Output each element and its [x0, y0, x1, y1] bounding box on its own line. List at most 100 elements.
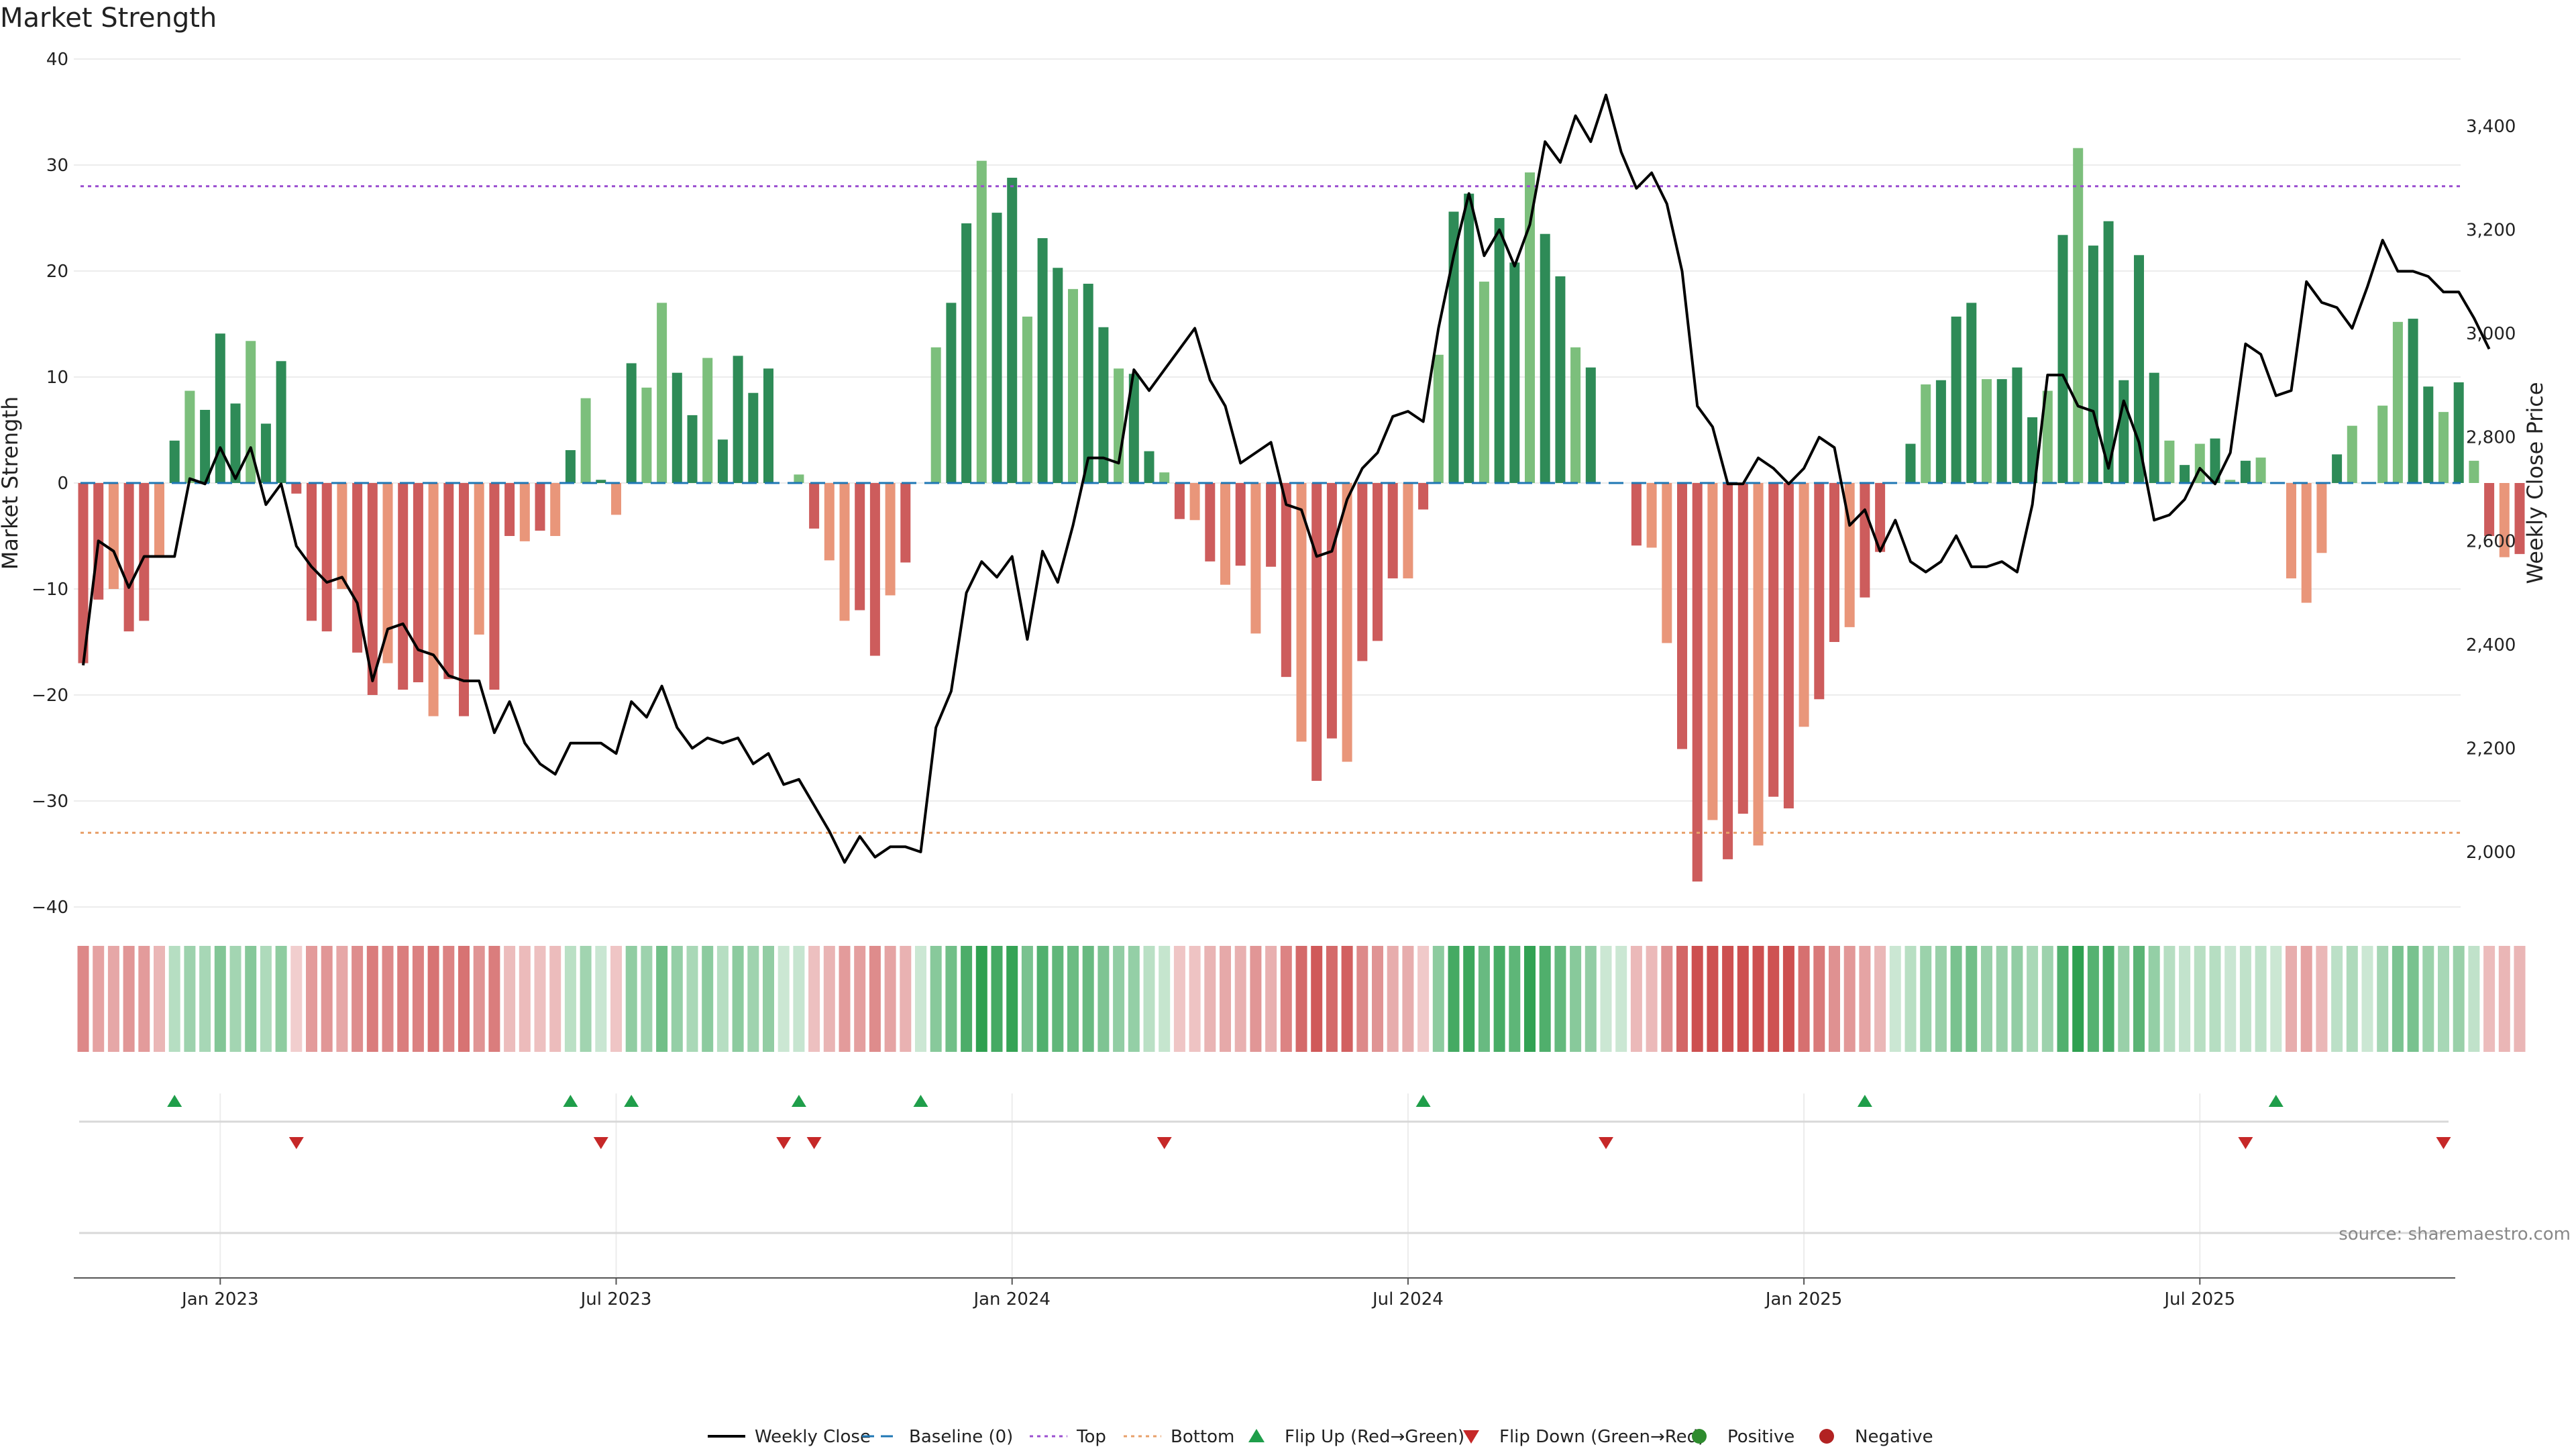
strength-bar [991, 213, 1002, 483]
y-tick-label: −20 [32, 686, 68, 706]
y-tick-label: −30 [32, 792, 68, 812]
heat-cell [2346, 946, 2358, 1052]
heat-cell [1159, 946, 1171, 1052]
legend-swatch [1819, 1429, 1834, 1444]
strength-bar [169, 440, 180, 483]
flip-up-marker [563, 1095, 578, 1107]
heat-cell [2163, 946, 2176, 1052]
strength-bar [1996, 379, 2007, 483]
x-tick-label: Jul 2024 [1371, 1289, 1444, 1309]
heat-cell [382, 946, 394, 1052]
heat-cell [1874, 946, 1886, 1052]
heat-cell [427, 946, 439, 1052]
legend-label: Negative [1855, 1427, 1933, 1447]
legend-swatch [1248, 1429, 1265, 1442]
heat-cell [519, 946, 531, 1052]
y2-tick-label: 3,000 [2466, 324, 2516, 344]
heat-cell [2179, 946, 2191, 1052]
strength-bar [1281, 483, 1291, 678]
heat-cell [1509, 946, 1521, 1052]
legend-label: Top [1076, 1427, 1106, 1447]
heat-cell [168, 946, 180, 1052]
heat-cell [1707, 946, 1719, 1052]
heat-cell [1813, 946, 1825, 1052]
heat-cell [2118, 946, 2130, 1052]
heat-cell [839, 946, 851, 1052]
strength-bar [596, 480, 606, 483]
heat-cell [1143, 946, 1155, 1052]
strength-bar [1403, 483, 1413, 579]
strength-bar [672, 372, 682, 483]
strength-bar [869, 483, 880, 656]
heat-cell [2239, 946, 2251, 1052]
heat-cell [2361, 946, 2373, 1052]
heat-cell [245, 946, 257, 1052]
heat-cell [900, 946, 912, 1052]
heat-cell [1295, 946, 1307, 1052]
heat-cell [2027, 946, 2039, 1052]
x-tick-label: Jan 2023 [180, 1289, 259, 1309]
heat-cell [884, 946, 896, 1052]
flip-up-marker [913, 1095, 928, 1107]
strength-bar [1814, 483, 1825, 700]
heat-cell [1904, 946, 1917, 1052]
heat-cell [1417, 946, 1430, 1052]
strength-bar [1128, 374, 1139, 483]
heat-cell [1006, 946, 1018, 1052]
heat-cell [1204, 946, 1216, 1052]
strength-bar [1875, 483, 1886, 552]
strength-bar [382, 483, 393, 663]
heat-cell [641, 946, 653, 1052]
y2-tick-label: 2,600 [2466, 531, 2516, 551]
strength-bar [1479, 281, 1489, 483]
strength-bar [657, 303, 667, 483]
heat-cell [306, 946, 317, 1052]
source-label: source: sharemaestro.com [2339, 1224, 2571, 1244]
strength-bar [1737, 483, 1748, 814]
heat-cell [2514, 946, 2526, 1052]
heat-cell [625, 946, 637, 1052]
strength-bar [839, 483, 850, 621]
strength-bar [200, 409, 211, 483]
y-tick-label: 40 [46, 50, 68, 70]
strength-bar [2408, 319, 2418, 483]
heat-cell [777, 946, 790, 1052]
strength-bar [1540, 233, 1550, 483]
heat-cell [1920, 946, 1932, 1052]
heat-cell [1981, 946, 1992, 1052]
heat-cell [2148, 946, 2160, 1052]
strength-bar [184, 390, 195, 483]
y2-tick-label: 2,000 [2466, 843, 2516, 863]
heat-cell [549, 946, 561, 1052]
strength-bar [108, 483, 119, 589]
strength-bar [2240, 460, 2251, 483]
heat-cell [1600, 946, 1612, 1052]
strength-bar [2134, 255, 2144, 483]
strength-bar [1159, 472, 1170, 483]
strength-bar [1235, 483, 1246, 566]
strength-bar [2469, 460, 2479, 483]
heat-cell [1661, 946, 1673, 1052]
x-tick-label: Jul 2025 [2163, 1289, 2235, 1309]
heat-cell [1463, 946, 1475, 1052]
heat-cell [732, 946, 744, 1052]
strength-bar [2301, 483, 2312, 603]
heat-cell [1829, 946, 1840, 1052]
heat-cell [1220, 946, 1231, 1052]
heat-cell [2209, 946, 2221, 1052]
strength-bar [2164, 440, 2175, 483]
strength-bar [1646, 483, 1657, 548]
heat-cell [2422, 946, 2434, 1052]
heat-cell [808, 946, 820, 1052]
heat-cell [580, 946, 592, 1052]
strength-bar [1494, 218, 1505, 483]
strength-bar [230, 403, 241, 483]
heat-cell [961, 946, 973, 1052]
strength-bar [1311, 483, 1322, 781]
heat-cell [473, 946, 485, 1052]
heat-cell [2072, 946, 2084, 1052]
strength-bar [809, 483, 820, 529]
strength-bar [139, 483, 150, 621]
strength-bar [855, 483, 865, 610]
